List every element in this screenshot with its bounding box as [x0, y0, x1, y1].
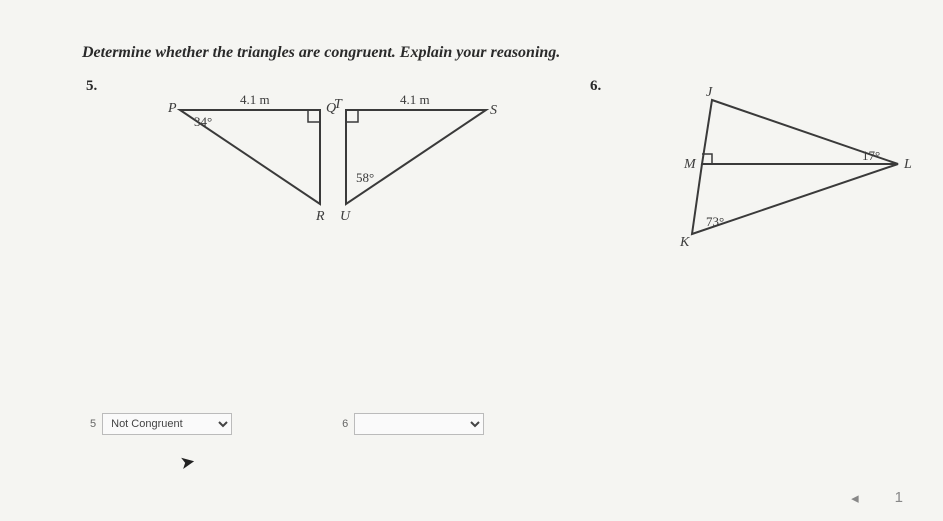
problem-5-number: 5. [86, 78, 97, 95]
footer-nav: ◂ 1 [851, 489, 903, 507]
angle-p-label: 34° [194, 114, 212, 129]
label-s: S [490, 103, 497, 118]
answer-row: 5 CongruentNot Congruent 6 CongruentNot … [90, 413, 484, 435]
problem-5-figure: P Q R 4.1 m 34° T S U 4.1 m 58° [150, 92, 510, 232]
instruction-content: Determine whether the triangles are cong… [82, 44, 560, 61]
answer-6-label: 6 [342, 418, 348, 430]
side-pq-label: 4.1 m [240, 92, 270, 107]
label-m: M [683, 157, 697, 172]
right-angle-t [346, 110, 358, 122]
answer-6-group: 6 CongruentNot Congruent [342, 413, 484, 435]
label-l: L [903, 157, 912, 172]
problem-6-figure: J L K M 17° 73° [640, 86, 920, 256]
problem-6-svg: J L K M 17° 73° [640, 86, 920, 256]
angle-u-label: 58° [356, 170, 374, 185]
label-j: J [706, 86, 713, 100]
answer-5-label: 5 [90, 418, 96, 430]
side-ts-label: 4.1 m [400, 92, 430, 107]
mouse-cursor-icon: ➤ [178, 451, 197, 474]
page-number: 1 [895, 489, 903, 507]
right-angle-q [308, 110, 320, 122]
label-p: P [167, 101, 177, 116]
angle-l-label: 17° [862, 148, 880, 163]
angle-k-label: 73° [706, 214, 724, 229]
triangle-tsu [346, 110, 486, 204]
instruction-text: Determine whether the triangles are cong… [82, 44, 560, 62]
label-u: U [340, 209, 351, 224]
answer-6-select[interactable]: CongruentNot Congruent [354, 413, 484, 435]
label-k: K [679, 235, 690, 250]
label-t: T [334, 97, 343, 112]
problem-5-svg: P Q R 4.1 m 34° T S U 4.1 m 58° [150, 92, 510, 232]
answer-5-group: 5 CongruentNot Congruent [90, 413, 232, 435]
prev-page-button[interactable]: ◂ [851, 489, 859, 507]
answer-5-select[interactable]: CongruentNot Congruent [102, 413, 232, 435]
label-r: R [315, 209, 325, 224]
problem-6-number: 6. [590, 78, 601, 95]
